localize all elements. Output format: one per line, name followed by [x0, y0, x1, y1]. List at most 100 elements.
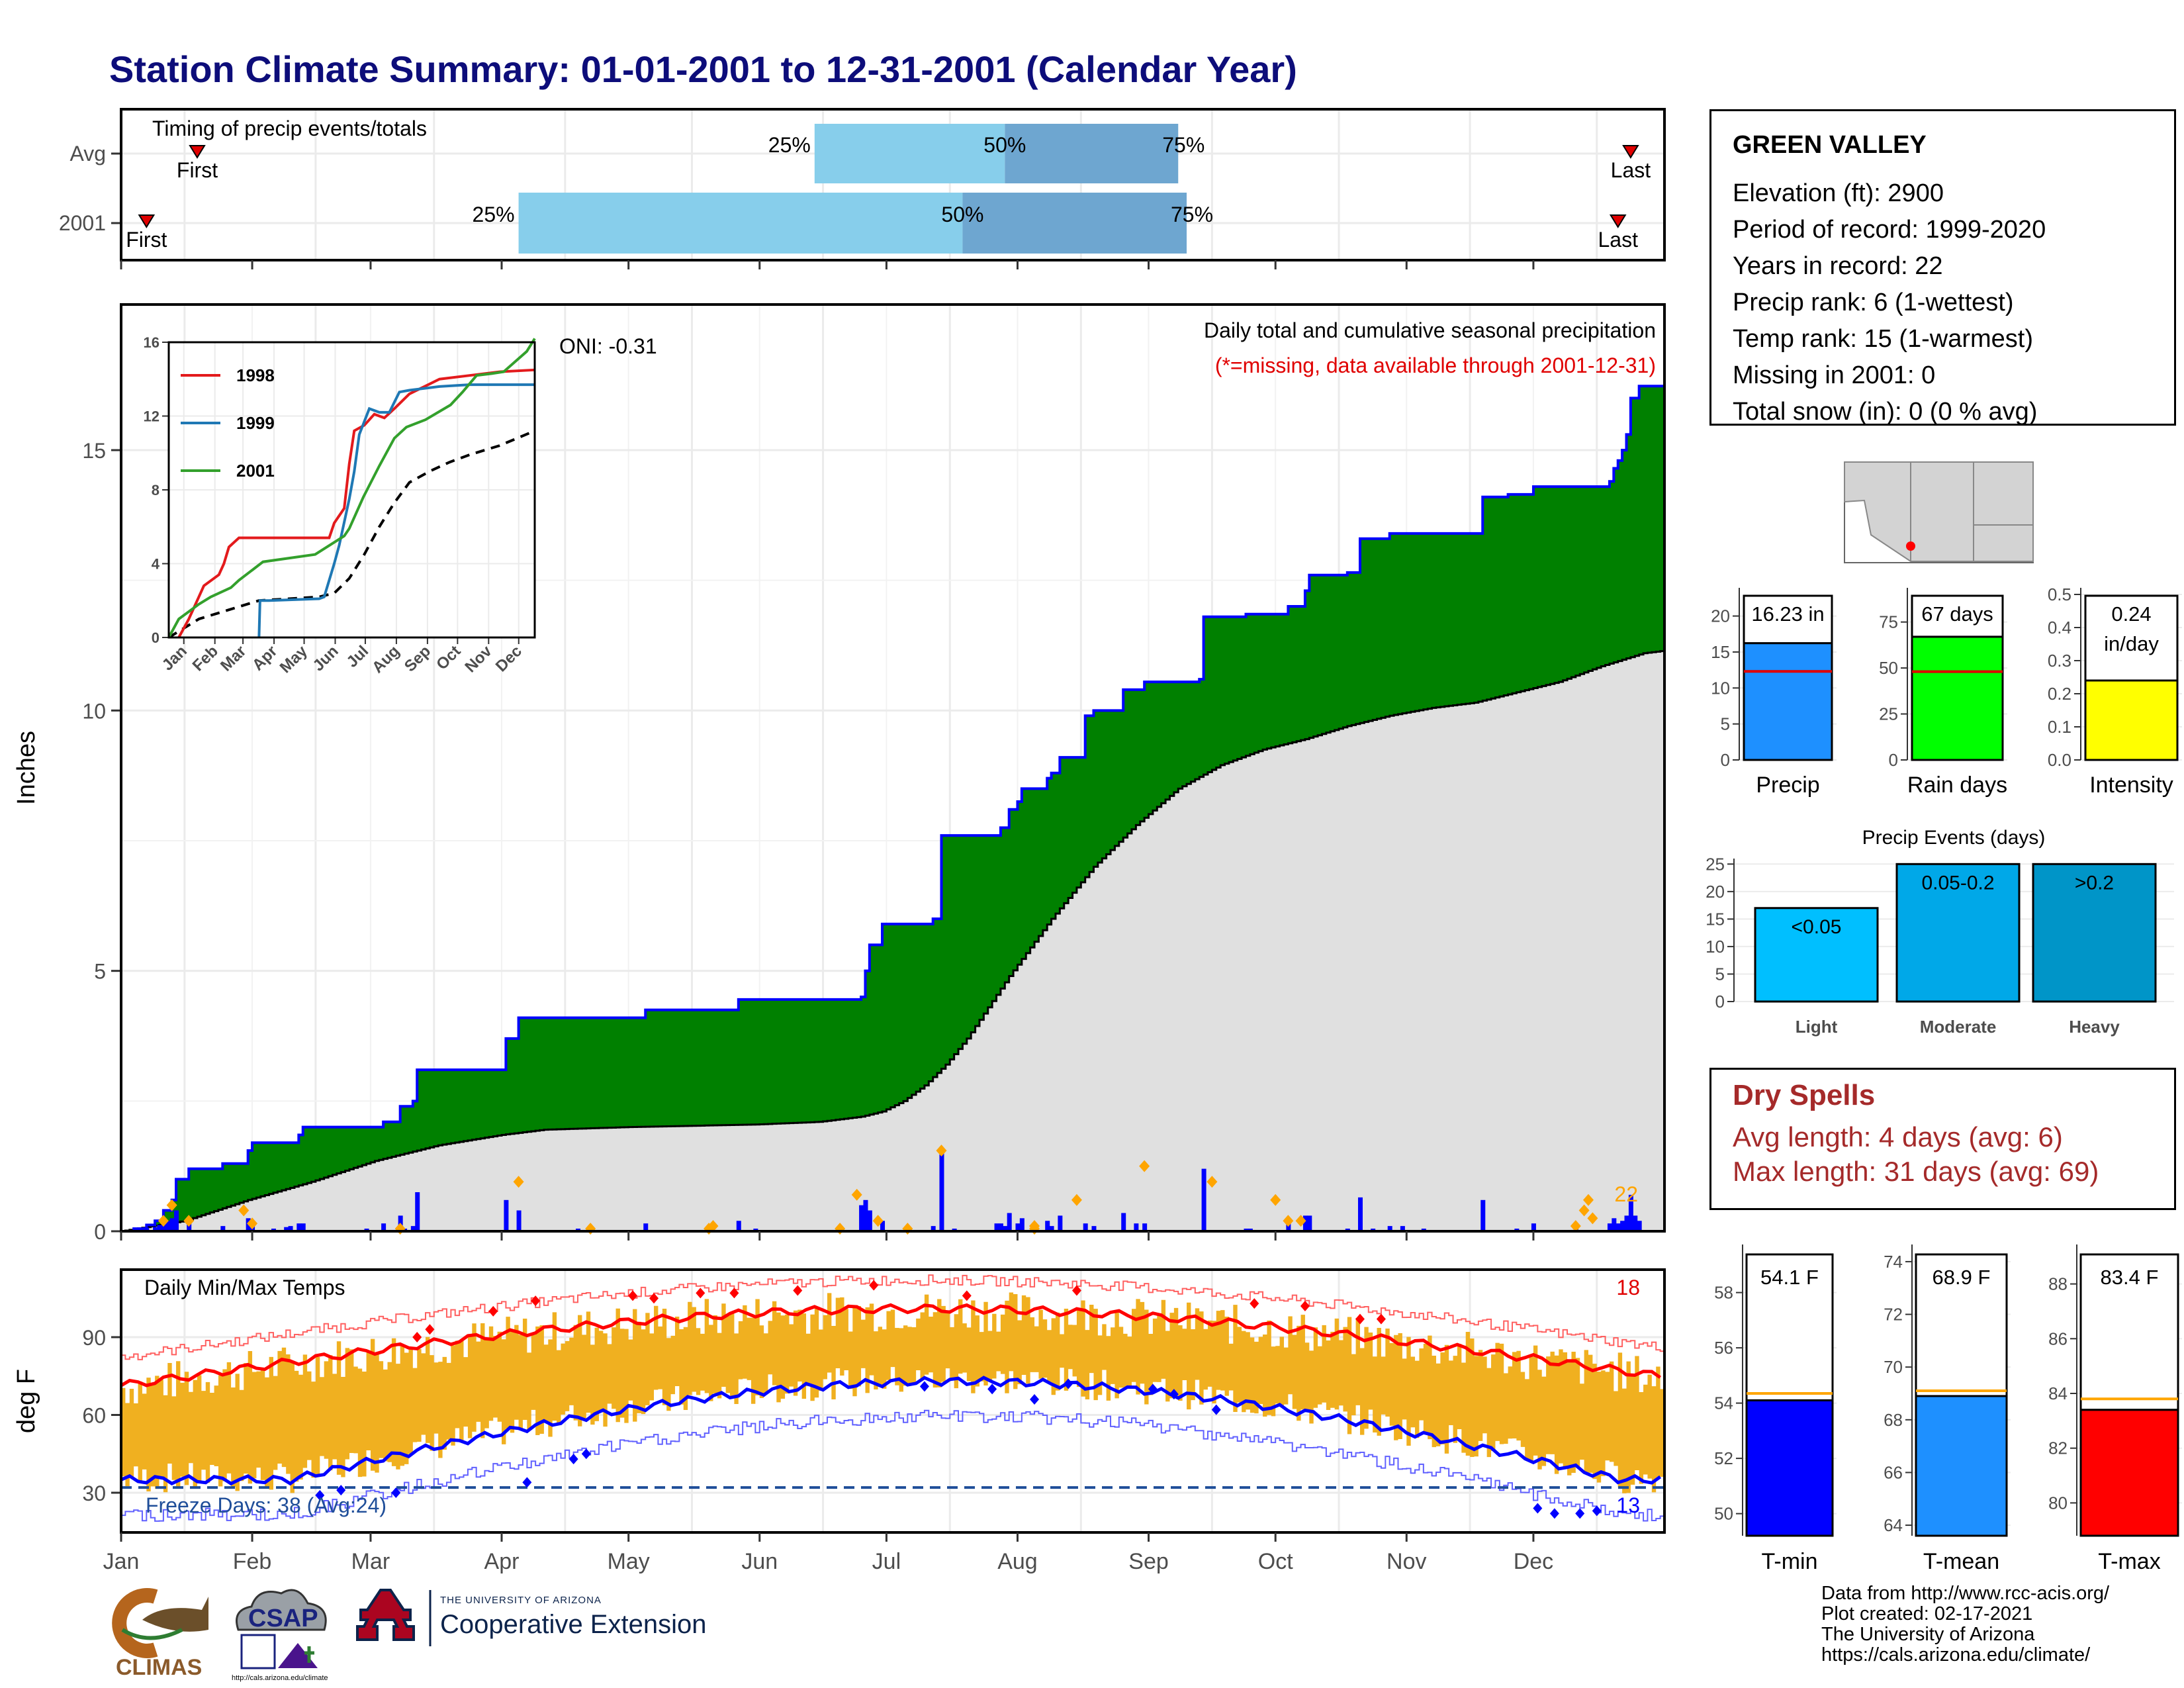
precip-subtitle: Daily total and cumulative seasonal prec…	[1204, 318, 1656, 342]
daily-precip-bar	[880, 1221, 886, 1231]
record-high-marker	[649, 1293, 659, 1304]
record-low-marker	[987, 1383, 997, 1395]
daily-precip-bar	[1019, 1218, 1024, 1231]
extreme-precip-marker	[872, 1215, 884, 1227]
summary-y-tick-label: 0	[1721, 750, 1730, 770]
timing-first-label: First	[177, 158, 218, 182]
record-high-marker	[1355, 1313, 1365, 1325]
summary-y-tick-label: 10	[1711, 678, 1730, 698]
credit-line-created: Plot created: 02-17-2021	[1821, 1603, 2033, 1624]
temp-month-label: Jul	[872, 1549, 901, 1574]
precip-frame	[120, 303, 1666, 1233]
record-high-marker	[696, 1288, 705, 1299]
station-location-dot	[1906, 541, 1915, 551]
extreme-precip-marker	[238, 1204, 250, 1217]
summary-y-tick-label: 0.2	[2048, 684, 2071, 704]
csap-text: CSAP	[248, 1605, 318, 1632]
precip-y-tick-label: 15	[82, 439, 106, 463]
temp-y-tick-label: 90	[82, 1326, 106, 1350]
temp-month-label: Feb	[233, 1549, 272, 1574]
summary-value-label-2: in/day	[2104, 632, 2159, 655]
record-low-marker	[1592, 1505, 1602, 1517]
temp-title: Daily Min/Max Temps	[144, 1276, 345, 1299]
summary-label-box	[2084, 594, 2179, 682]
daily-precip-bar	[1058, 1215, 1063, 1231]
daily-precip-bar	[516, 1210, 522, 1231]
timing-q75-label: 75%	[1162, 133, 1205, 157]
station-snow: Total snow (in): 0 (0 % avg)	[1733, 398, 2038, 426]
daily-precip-bar	[415, 1192, 420, 1231]
daily-precip-bar	[1049, 1226, 1054, 1231]
temp-month-label: Aug	[997, 1549, 1038, 1574]
dry-spells-max: Max length: 31 days (avg: 69)	[1733, 1156, 2099, 1187]
inset-y-tick-label: 12	[144, 408, 159, 425]
timing-q25-label: 25%	[473, 203, 515, 226]
tbar-y-tick-label: 70	[1884, 1357, 1903, 1377]
record-low-marker	[1030, 1394, 1040, 1405]
daily-precip-bar	[736, 1221, 741, 1231]
summary-y-tick-label: 0.0	[2048, 750, 2071, 770]
daily-precip-bar	[939, 1148, 944, 1231]
daily-precip-bar	[1134, 1223, 1139, 1231]
extreme-precip-marker	[707, 1220, 719, 1233]
timing-row-label: Avg	[69, 142, 106, 165]
daily-precip-bar	[410, 1226, 416, 1231]
record-high-marker	[1250, 1298, 1259, 1309]
inset-legend-label: 2001	[236, 461, 275, 481]
events-y-tick-label: 10	[1706, 937, 1725, 957]
record-low-marker	[1533, 1503, 1543, 1514]
events-y-tick-label: 25	[1706, 854, 1725, 874]
cumulative-2001-line	[121, 385, 1664, 1233]
summary-y-tick-label: 15	[1711, 642, 1730, 662]
inset-frame	[167, 341, 536, 639]
daily-precip-bar	[1628, 1194, 1633, 1231]
climas-text: CLIMAS	[116, 1655, 202, 1680]
extreme-precip-marker	[513, 1176, 524, 1188]
events-bar-heavy	[2032, 863, 2157, 1003]
summary-value-label: 16.23 in	[1751, 602, 1824, 626]
tbar-y-tick-label: 50	[1714, 1504, 1733, 1524]
timing-last-label: Last	[1611, 158, 1651, 182]
tbar-y-tick-label: 64	[1884, 1515, 1903, 1535]
daily-temp-bars	[121, 1292, 1664, 1493]
timing-title: Timing of precip events/totals	[152, 117, 427, 140]
extreme-precip-marker	[1587, 1212, 1598, 1225]
station-precip-rank: Precip rank: 6 (1-wettest)	[1733, 289, 2014, 316]
timing-q50-q75-bar	[962, 193, 1187, 254]
record-low-marker	[569, 1454, 578, 1465]
daily-precip-bar	[998, 1223, 1003, 1231]
extreme-precip-marker	[1206, 1176, 1218, 1188]
record-high-marker	[869, 1280, 879, 1291]
summary-y-tick-label: 25	[1879, 704, 1898, 724]
daily-precip-bar	[1307, 1215, 1312, 1231]
daily-precip-bar	[220, 1226, 226, 1231]
record-high-marker	[412, 1332, 422, 1342]
tbar-label-box	[1915, 1253, 2008, 1397]
temp-y-tick-label: 60	[82, 1404, 106, 1428]
temp-month-label: Jan	[103, 1549, 140, 1574]
tbar-label-box	[2079, 1253, 2179, 1411]
daily-precip-bar	[1302, 1215, 1308, 1231]
extreme-precip-marker	[851, 1188, 862, 1201]
events-y-tick-label: 5	[1715, 964, 1725, 984]
timing-q50-q75-bar	[1005, 124, 1179, 183]
timing-first-label: First	[126, 228, 167, 252]
extreme-precip-marker	[158, 1215, 169, 1227]
summary-y-tick-label: 0.4	[2048, 618, 2071, 637]
daily-precip-bar	[1045, 1221, 1050, 1231]
events-bar-inner-label: <0.05	[1792, 916, 1842, 938]
cumulative-average-area	[121, 650, 1666, 1233]
daily-precip-bar	[1633, 1215, 1638, 1231]
record-high-marker	[1376, 1313, 1386, 1325]
summary-category-label: Intensity	[2089, 773, 2173, 798]
tbar-y-tick-label: 86	[2048, 1329, 2068, 1348]
dry-spells-title: Dry Spells	[1733, 1079, 1876, 1111]
summary-y-tick-label: 50	[1879, 658, 1898, 678]
tbar-y-tick-label: 68	[1884, 1410, 1903, 1430]
inset-y-tick-label: 16	[144, 334, 159, 351]
record-low-marker	[315, 1489, 325, 1501]
summary-bar-precip	[1743, 642, 1833, 761]
daily-precip-bar	[1003, 1226, 1008, 1231]
